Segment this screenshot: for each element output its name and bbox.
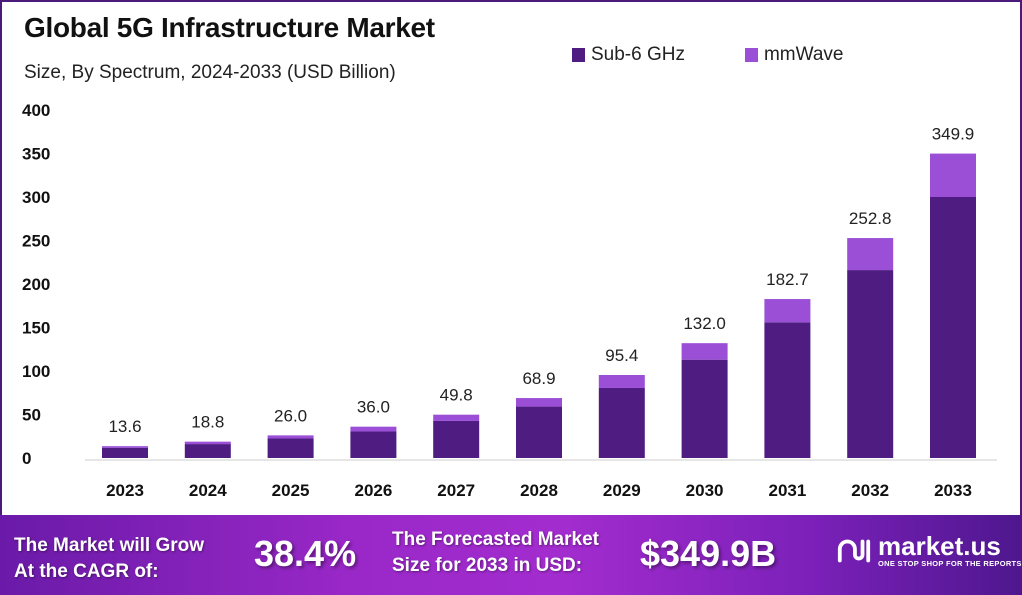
chart-title: Global 5G Infrastructure Market (24, 12, 435, 43)
bar-mmwave-2024 (184, 441, 231, 445)
cagr-label: The Market will Grow At the CAGR of: (14, 533, 204, 585)
x-tick-label: 2023 (106, 481, 144, 500)
x-tick-label: 2024 (189, 481, 227, 500)
legend-swatch-mmwave (744, 48, 758, 62)
legend-label-mmwave: mmWave (763, 44, 844, 65)
forecast-label-line1: The Forecasted Market (392, 529, 599, 550)
bar-sub6-2025 (267, 438, 314, 458)
bar-mmwave-2025 (267, 435, 314, 439)
y-tick-label: 400 (22, 101, 50, 120)
data-label-2029: 95.4 (605, 346, 638, 365)
data-label-2028: 68.9 (522, 369, 555, 388)
data-label-2030: 132.0 (683, 314, 726, 333)
bar-sub6-2030 (681, 359, 728, 458)
bar-mmwave-2027 (433, 414, 480, 421)
x-tick-label: 2027 (437, 481, 475, 500)
y-tick-label: 300 (22, 188, 50, 207)
brand-tagline: ONE STOP SHOP FOR THE REPORTS (878, 559, 1022, 568)
y-tick-label: 250 (22, 232, 50, 251)
bar-sub6-2028 (516, 406, 562, 458)
bar-sub6-2032 (847, 270, 894, 458)
bar-sub6-2027 (433, 420, 480, 458)
chart-subtitle: Size, By Spectrum, 2024-2033 (USD Billio… (24, 62, 396, 83)
x-tick-label: 2031 (768, 481, 806, 500)
y-tick-label: 350 (22, 145, 50, 164)
bar-mmwave-2032 (847, 238, 894, 271)
bar-mmwave-2023 (102, 446, 148, 448)
data-label-2026: 36.0 (357, 398, 390, 417)
forecast-label: The Forecasted Market Size for 2033 in U… (392, 527, 599, 579)
legend-item-sub6: Sub-6 GHz (572, 44, 685, 66)
bar-sub6-2024 (184, 444, 231, 458)
forecast-value: $349.9B (640, 533, 777, 574)
data-label-2032: 252.8 (849, 209, 892, 228)
data-label-2025: 26.0 (274, 406, 307, 425)
data-label-2033: 349.9 (932, 125, 975, 144)
cagr-label-line1: The Market will Grow (14, 535, 205, 556)
bar-chart: 0 50 100 150 200 250 300 350 400 13.6 2023 18.8 2024… (22, 101, 997, 500)
data-label-2027: 49.8 (440, 386, 473, 405)
bar-sub6-2031 (764, 322, 811, 458)
bar-mmwave-2033 (930, 153, 976, 197)
y-tick-label: 150 (22, 319, 50, 338)
bar-mmwave-2026 (350, 426, 397, 432)
data-label-2024: 18.8 (191, 413, 224, 432)
x-tick-label: 2029 (603, 481, 641, 500)
cagr-value: 38.4% (254, 533, 357, 574)
cagr-label-line2: At the CAGR of: (14, 561, 159, 582)
legend: Sub-6 GHz mmWave (572, 44, 844, 66)
x-tick-label: 2032 (851, 481, 889, 500)
brand-logo-icon (837, 539, 871, 563)
forecast-label-line2: Size for 2033 in USD: (392, 555, 583, 576)
bar-sub6-2033 (930, 197, 976, 458)
x-tick-label: 2030 (686, 481, 724, 500)
y-tick-label: 200 (22, 275, 50, 294)
bar-sub6-2023 (102, 447, 148, 458)
footer-banner: The Market will Grow At the CAGR of: 38.… (0, 515, 1022, 595)
legend-swatch-sub6 (572, 48, 585, 62)
bar-mmwave-2031 (764, 299, 811, 323)
bar-mmwave-2028 (516, 398, 562, 407)
data-label-2031: 182.7 (766, 270, 809, 289)
bar-sub6-2029 (598, 387, 645, 458)
y-tick-label: 100 (22, 362, 50, 381)
data-label-2023: 13.6 (108, 417, 141, 436)
brand-logo: market.us ONE STOP SHOP FOR THE REPORTS (836, 533, 1022, 569)
brand-name: market.us (878, 531, 1001, 561)
x-tick-label: 2028 (520, 481, 558, 500)
y-tick-label: 50 (22, 406, 41, 425)
y-tick-label: 0 (22, 449, 31, 468)
legend-label-sub6: Sub-6 GHz (591, 44, 685, 65)
x-tick-label: 2025 (272, 481, 310, 500)
legend-item-mmwave: mmWave (744, 44, 844, 66)
bar-sub6-2026 (350, 431, 397, 458)
bar-mmwave-2029 (598, 375, 645, 388)
bar-mmwave-2030 (681, 343, 728, 360)
x-tick-label: 2026 (354, 481, 392, 500)
x-tick-label: 2033 (934, 481, 972, 500)
